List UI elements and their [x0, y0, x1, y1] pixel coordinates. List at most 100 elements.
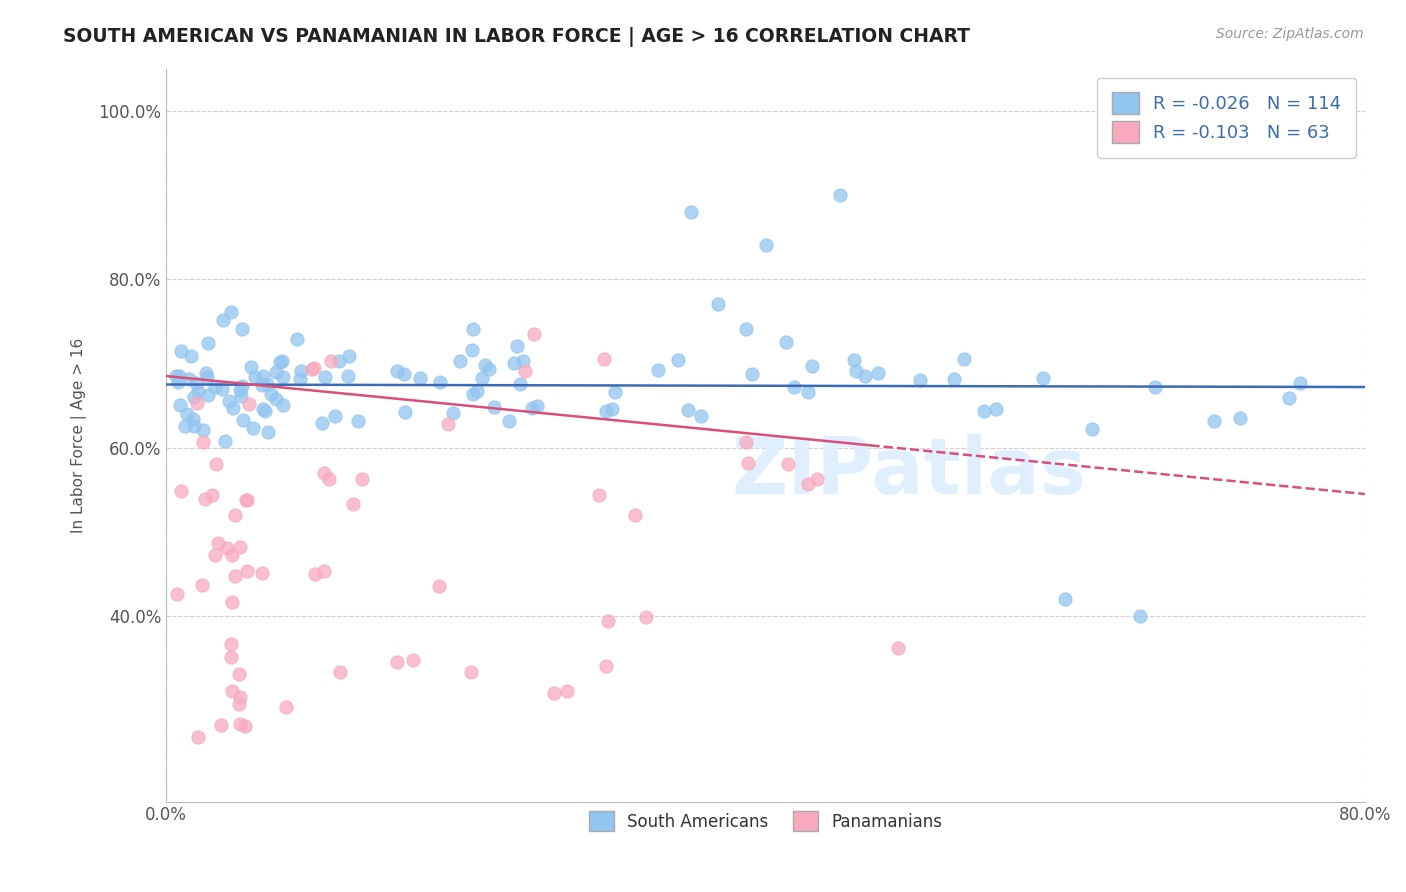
- Point: [187, 384, 209, 399]
- Point: [385, 655, 408, 669]
- Point: [801, 359, 824, 373]
- Point: [526, 399, 548, 413]
- Point: [647, 363, 669, 377]
- Point: [239, 360, 262, 375]
- Point: [737, 456, 759, 470]
- Point: [463, 387, 485, 401]
- Point: [312, 466, 335, 480]
- Point: [735, 321, 758, 335]
- Point: [506, 339, 529, 353]
- Point: [207, 536, 229, 550]
- Point: [243, 369, 266, 384]
- Point: [195, 366, 218, 380]
- Point: [1144, 379, 1167, 393]
- Legend: South Americans, Panamanians: South Americans, Panamanians: [575, 797, 956, 845]
- Point: [260, 387, 283, 401]
- Point: [1054, 592, 1077, 607]
- Point: [509, 377, 531, 392]
- Point: [470, 370, 492, 384]
- Point: [264, 392, 287, 407]
- Point: [830, 188, 852, 202]
- Point: [1289, 376, 1312, 390]
- Point: [224, 508, 246, 522]
- Point: [186, 396, 208, 410]
- Point: [229, 690, 252, 704]
- Point: [973, 403, 995, 417]
- Point: [191, 423, 214, 437]
- Point: [318, 472, 340, 486]
- Point: [523, 327, 546, 342]
- Point: [754, 238, 776, 252]
- Point: [228, 697, 250, 711]
- Point: [221, 548, 243, 562]
- Text: ZIPatlas: ZIPatlas: [733, 434, 1087, 509]
- Point: [236, 493, 259, 508]
- Point: [183, 419, 205, 434]
- Point: [290, 363, 312, 377]
- Point: [204, 548, 226, 562]
- Point: [252, 401, 274, 416]
- Point: [853, 369, 876, 384]
- Point: [741, 368, 763, 382]
- Point: [228, 667, 250, 681]
- Point: [217, 541, 239, 555]
- Point: [474, 358, 496, 372]
- Point: [252, 368, 274, 383]
- Point: [337, 368, 360, 383]
- Point: [205, 457, 228, 471]
- Point: [312, 565, 335, 579]
- Point: [394, 404, 416, 418]
- Point: [195, 370, 218, 384]
- Point: [201, 488, 224, 502]
- Point: [588, 488, 610, 502]
- Point: [183, 390, 205, 404]
- Point: [211, 382, 233, 396]
- Point: [484, 400, 506, 414]
- Point: [288, 372, 311, 386]
- Point: [190, 578, 212, 592]
- Point: [165, 368, 187, 383]
- Point: [235, 493, 257, 508]
- Point: [186, 376, 208, 390]
- Point: [595, 658, 617, 673]
- Point: [285, 332, 308, 346]
- Point: [429, 376, 451, 390]
- Point: [212, 313, 235, 327]
- Point: [197, 336, 219, 351]
- Point: [176, 407, 198, 421]
- Point: [783, 380, 806, 394]
- Point: [1229, 411, 1251, 425]
- Point: [250, 566, 273, 581]
- Point: [842, 353, 865, 368]
- Point: [221, 401, 243, 416]
- Point: [952, 352, 974, 367]
- Point: [256, 425, 278, 439]
- Point: [219, 649, 242, 664]
- Point: [342, 497, 364, 511]
- Point: [427, 579, 450, 593]
- Point: [323, 409, 346, 423]
- Point: [242, 420, 264, 434]
- Point: [409, 371, 432, 385]
- Point: [503, 356, 526, 370]
- Point: [942, 372, 965, 386]
- Point: [219, 638, 242, 652]
- Point: [271, 354, 294, 368]
- Point: [229, 717, 252, 731]
- Point: [166, 587, 188, 601]
- Point: [193, 435, 215, 450]
- Point: [311, 417, 333, 431]
- Point: [169, 398, 191, 412]
- Point: [465, 384, 488, 398]
- Point: [181, 412, 204, 426]
- Point: [461, 322, 484, 336]
- Point: [273, 398, 295, 412]
- Point: [797, 385, 820, 400]
- Point: [498, 414, 520, 428]
- Point: [595, 403, 617, 417]
- Point: [232, 412, 254, 426]
- Text: Source: ZipAtlas.com: Source: ZipAtlas.com: [1216, 27, 1364, 41]
- Point: [887, 641, 910, 656]
- Point: [236, 564, 259, 578]
- Point: [1278, 391, 1301, 405]
